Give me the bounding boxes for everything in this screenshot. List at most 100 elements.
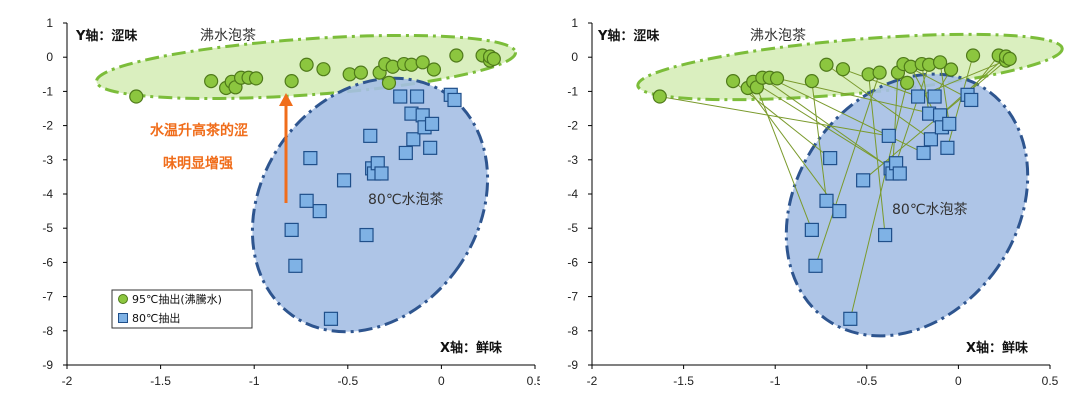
point-80c — [892, 166, 907, 181]
x-tick-label: 0 — [955, 374, 962, 388]
point-80c — [299, 193, 314, 208]
legend: 95℃抽出(沸騰水) 80℃抽出 — [111, 289, 253, 329]
point-80c — [398, 145, 413, 161]
point-95c — [415, 55, 430, 70]
point-80c — [406, 132, 421, 147]
point-95c — [932, 55, 948, 70]
x-tick-label: 0 — [438, 374, 445, 388]
point-95c — [872, 65, 887, 80]
pair-link-line — [849, 82, 908, 319]
point-80c — [910, 89, 926, 104]
y-tick-label: -1 — [42, 84, 53, 98]
pair-link-line — [921, 63, 930, 114]
point-95c — [1002, 51, 1017, 67]
y-tick-label: -1 — [567, 84, 578, 98]
y-tick-label: 1 — [46, 16, 53, 30]
point-80c — [447, 92, 462, 108]
point-80c — [303, 150, 318, 166]
y-tick-label: -7 — [42, 290, 53, 304]
point-95c — [819, 57, 834, 72]
x-axis-title: X轴：鲜味 — [966, 340, 1028, 356]
80c-water-label: 80℃水泡茶 — [892, 202, 968, 218]
point-95c — [900, 75, 915, 90]
point-95c — [835, 62, 851, 77]
pair-link-line — [776, 77, 941, 116]
pair-link-line — [752, 81, 901, 174]
pair-link-line — [811, 81, 827, 201]
x-tick-label: -2 — [62, 374, 73, 388]
point-95c — [965, 48, 981, 63]
point-95c — [129, 89, 144, 104]
pair-link-line — [868, 74, 886, 236]
boiling-water-label: 沸水泡茶 — [750, 28, 806, 44]
point-95c — [299, 57, 314, 72]
point-80c — [363, 128, 378, 143]
point-80c — [804, 222, 819, 238]
y-axis-title: Y轴：涩味 — [597, 28, 659, 44]
y-tick-label: 1 — [571, 16, 578, 30]
boiling-water-label: 沸水泡茶 — [200, 28, 256, 44]
point-80c — [323, 311, 339, 326]
note-line-1: 水温升高茶的涩 — [150, 122, 248, 139]
x-tick-label: -2 — [587, 374, 598, 388]
y-tick-label: -4 — [42, 187, 53, 201]
x-tick-label: -1 — [770, 374, 781, 388]
y-tick-label: -2 — [567, 119, 578, 133]
point-95c — [316, 62, 331, 77]
80c-water-label: 80℃水泡茶 — [368, 192, 444, 208]
point-95c — [284, 74, 299, 89]
x-tick-label: -1 — [249, 374, 260, 388]
y-tick-label: -5 — [42, 221, 53, 235]
point-80c — [288, 258, 303, 273]
y-tick-label: -8 — [567, 324, 578, 338]
point-95c — [652, 89, 667, 104]
x-tick-label: -1.5 — [673, 374, 694, 388]
point-80c — [409, 89, 425, 104]
point-80c — [942, 116, 957, 131]
point-80c — [843, 311, 858, 326]
point-80c — [393, 89, 408, 104]
point-95c — [426, 62, 442, 77]
point-80c — [819, 193, 834, 208]
point-80c — [856, 173, 871, 188]
y-tick-label: -4 — [567, 187, 578, 201]
pair-link-line — [939, 56, 1007, 116]
point-95c — [449, 48, 464, 63]
x-axis-title: X轴：鲜味 — [440, 340, 502, 356]
y-tick-label: -8 — [42, 324, 53, 338]
y-tick-label: -9 — [42, 358, 53, 372]
pair-link-line — [842, 68, 919, 97]
y-tick-label: -7 — [567, 290, 578, 304]
pair-link-line — [747, 87, 840, 212]
point-80c — [284, 222, 299, 238]
pair-link-line — [895, 64, 930, 164]
point-95c — [353, 65, 369, 80]
point-95c — [725, 74, 741, 89]
point-95c — [248, 71, 264, 86]
x-tick-label: -0.5 — [337, 374, 358, 388]
point-95c — [486, 51, 501, 67]
pair-link-line — [815, 72, 881, 266]
y-tick-label: -5 — [567, 221, 578, 235]
point-80c — [359, 227, 374, 243]
point-80c — [927, 89, 942, 104]
y-tick-label: -9 — [567, 358, 578, 372]
x-tick-label: -1.5 — [150, 374, 171, 388]
point-95c — [204, 74, 219, 89]
x-tick-label: -0.5 — [856, 374, 877, 388]
80c-water-ellipse — [784, 72, 1030, 338]
x-tick-label: 0.5 — [1042, 374, 1059, 388]
pair-link-line — [946, 55, 974, 148]
point-80c — [374, 166, 389, 181]
pair-link-line — [826, 64, 932, 140]
legend-label-80: 80℃抽出 — [132, 311, 180, 325]
pair-link-line — [659, 96, 889, 137]
point-80c — [808, 258, 823, 273]
chart-left: 1 0 -1 -2 -3 -4 -5 -6 -7 -8 -9 -2 -1.5 -1 -0.5 0 0.5 Y轴：… — [42, 16, 540, 388]
pair-link-line — [939, 62, 950, 124]
pair-link-line — [762, 77, 891, 169]
point-80c — [916, 145, 931, 161]
point-95c — [381, 75, 397, 90]
point-80c — [832, 204, 847, 219]
y-tick-label: -6 — [567, 255, 578, 269]
